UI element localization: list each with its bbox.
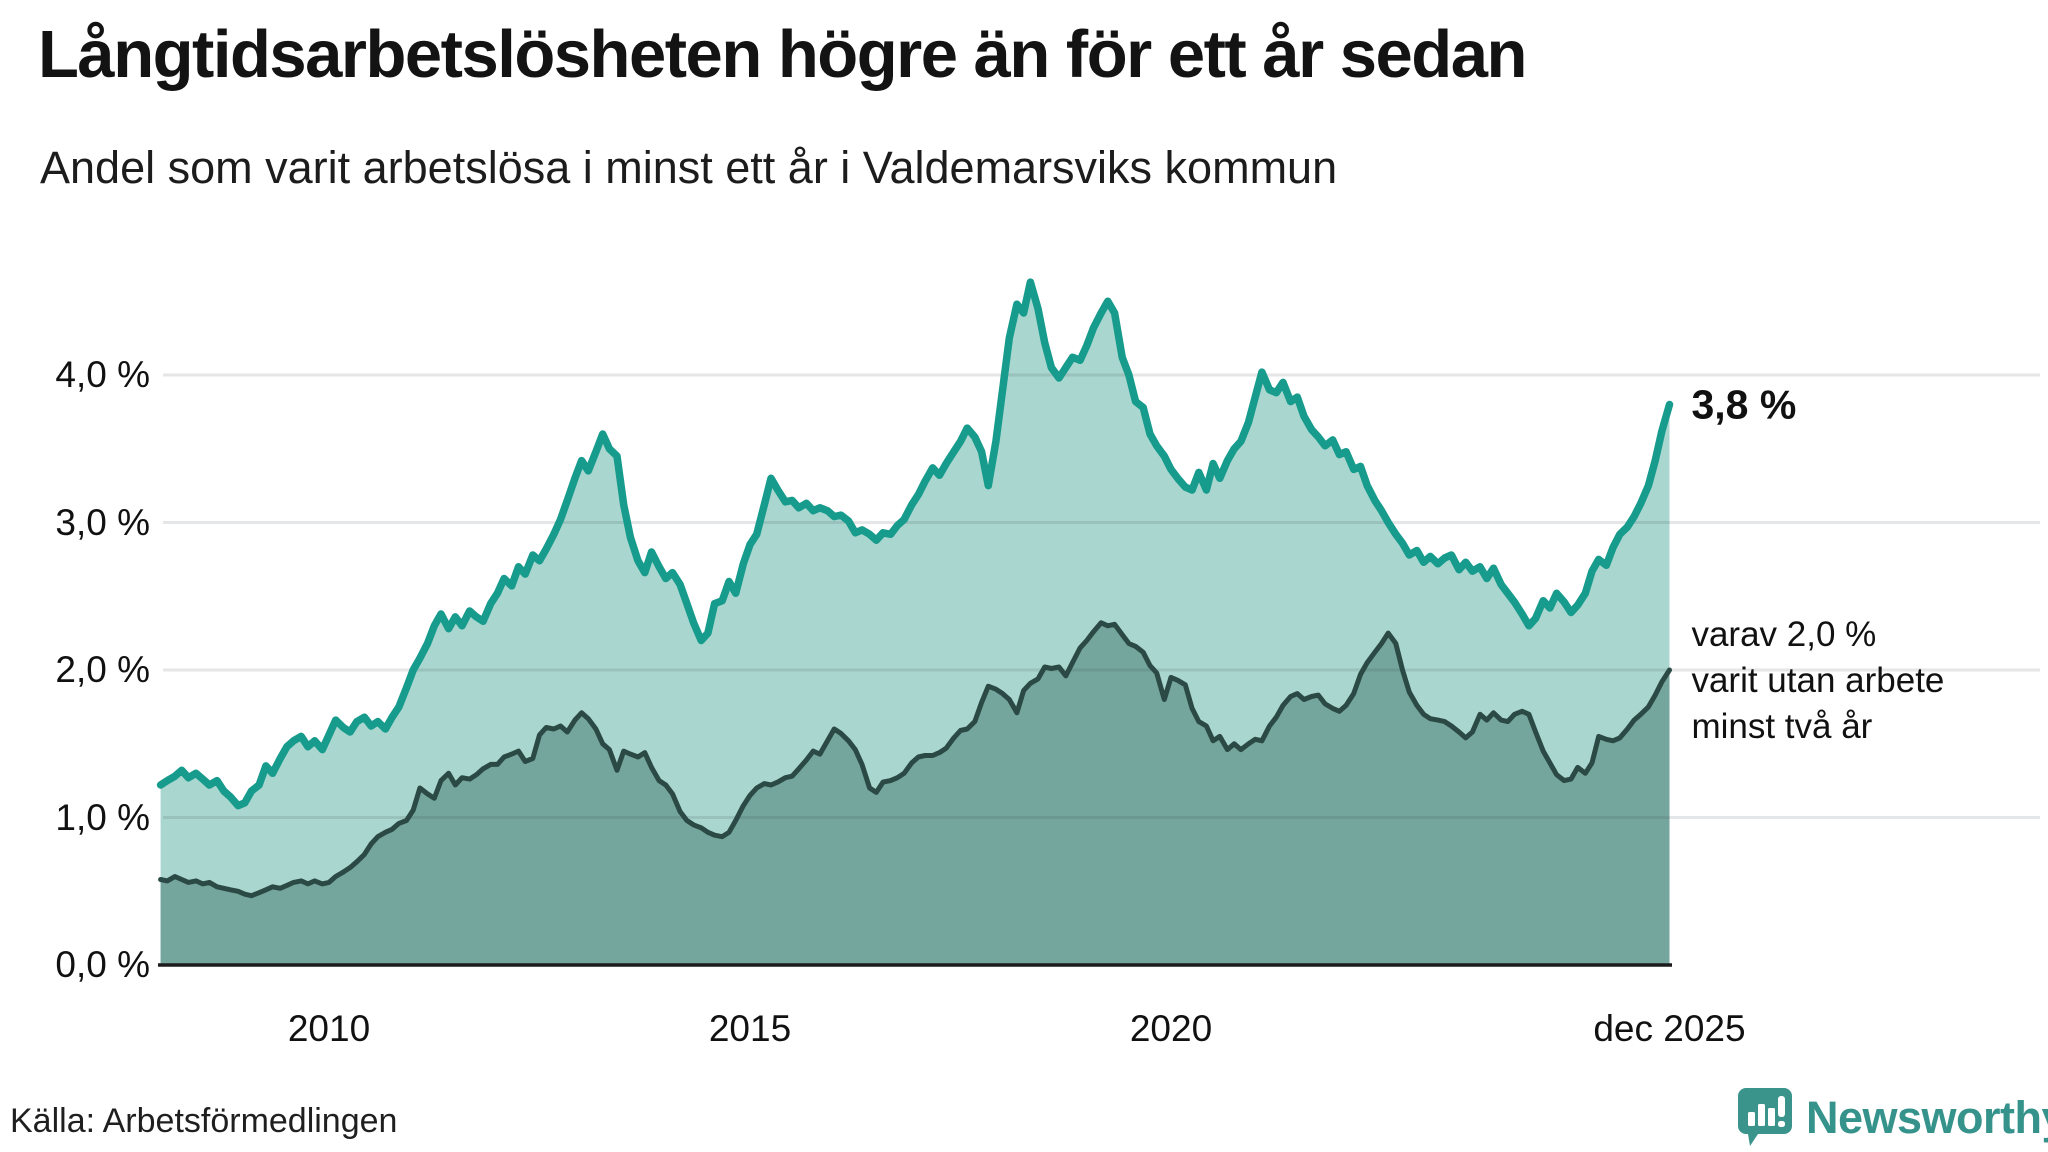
page-subtitle: Andel som varit arbetslösa i minst ett å… <box>40 142 1338 193</box>
secondary-series-label: varav 2,0 % varit utan arbete minst två … <box>1691 612 1944 750</box>
y-axis-label-0: 0,0 % <box>55 944 150 985</box>
secondary-series-label-line3: minst två år <box>1691 707 1873 746</box>
latest-value-label: 3,8 % <box>1691 381 1797 427</box>
newsworthy-logo-icon <box>1738 1088 1792 1146</box>
source-credit: Källa: Arbetsförmedlingen <box>10 1102 398 1140</box>
page-title: Långtidsarbetslösheten högre än för ett … <box>38 17 1527 92</box>
y-axis-label-1: 1,0 % <box>55 796 150 838</box>
y-axis-label-2: 2,0 % <box>55 649 150 690</box>
secondary-series-label-line1: varav 2,0 % <box>1691 615 1877 654</box>
newsworthy-logo: Newsworthy <box>1738 1088 2048 1148</box>
x-axis-label-dec-2025: dec 2025 <box>1593 1008 1746 1049</box>
secondary-area-fill <box>160 622 1670 965</box>
secondary-series-label-line2: varit utan arbete <box>1691 661 1945 700</box>
secondary-series-line <box>158 620 1672 899</box>
newsworthy-logo-text: Newsworthy <box>1806 1092 2048 1143</box>
x-axis-label-2010: 2010 <box>287 1008 371 1049</box>
x-axis-label-2020: 2020 <box>1129 1008 1213 1049</box>
y-axis-label-4: 4,0 % <box>55 354 150 395</box>
x-axis-label-2015: 2015 <box>708 1008 792 1049</box>
primary-series-line <box>156 278 1674 810</box>
y-axis-label-3: 3,0 % <box>55 501 150 543</box>
